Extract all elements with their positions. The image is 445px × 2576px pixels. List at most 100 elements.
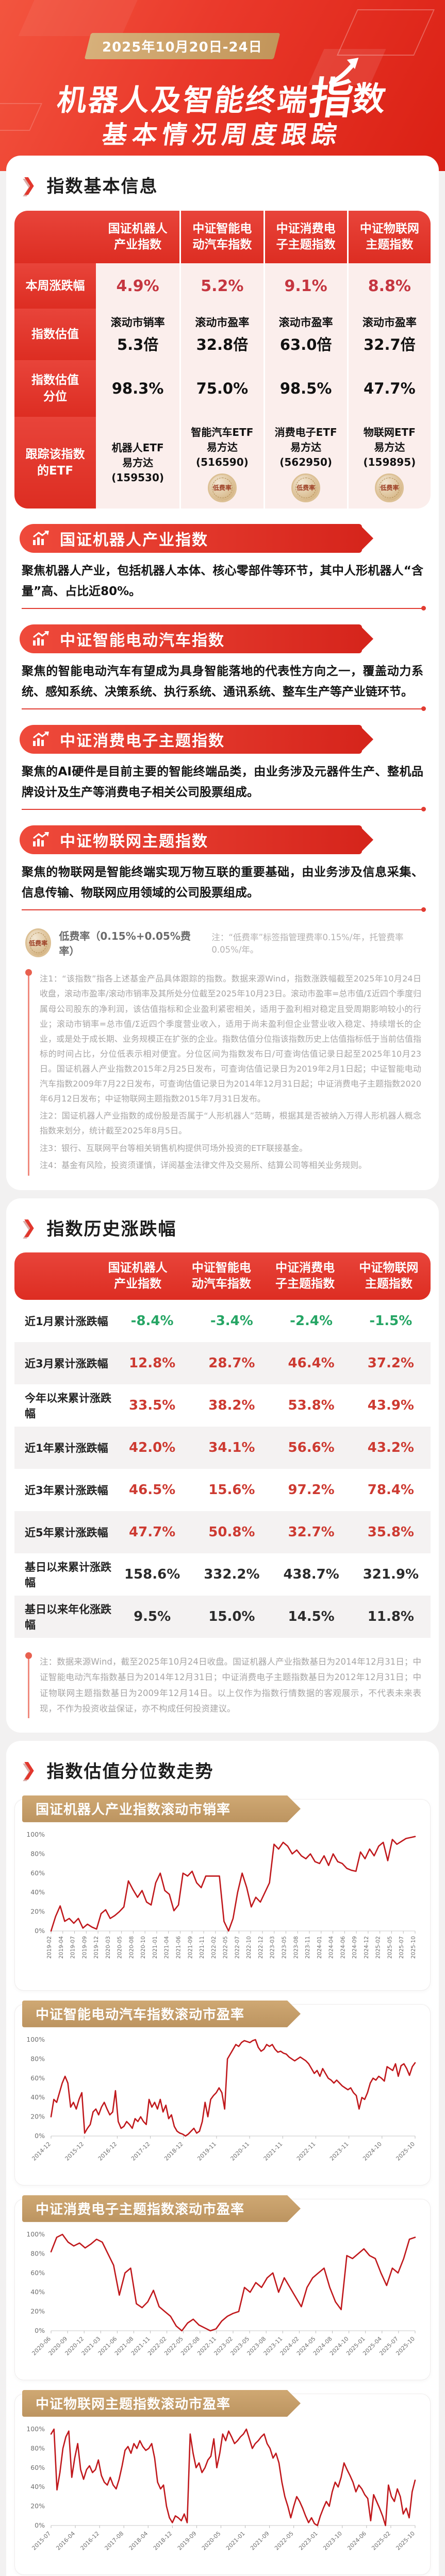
hero-background — [0, 0, 445, 171]
row-label-etf: 跟踪该指数 的ETF — [14, 417, 96, 509]
section-title-history: ❯ 指数历史涨跌幅 — [6, 1198, 439, 1243]
etf-name: 物联网ETF 易方达 (159895) — [363, 426, 416, 468]
section-title-text: 指数历史涨跌幅 — [46, 1218, 177, 1240]
chevron-icon: ❯ — [22, 174, 37, 195]
history-card: ❯ 指数历史涨跌幅 国证机器人 产业指数 中证智能电 动汽车指数 中证消费电 子主题… — [6, 1198, 439, 1733]
history-value: 32.7% — [288, 1524, 335, 1540]
x-axis-tick-label: 2023-01 — [298, 2530, 319, 2552]
history-value: 9.5% — [134, 1608, 171, 1624]
history-value: 15.6% — [208, 1482, 255, 1498]
y-axis-tick-label: 20% — [30, 2502, 45, 2510]
percentile-cell: 75.0% — [179, 360, 263, 417]
y-axis-tick-label: 80% — [30, 2444, 45, 2452]
basic-info-card: ❯ 指数基本信息 国证机器人 产业指数 中证智能电 动汽车指数 中证消费电 子主题指… — [6, 156, 439, 1190]
y-axis-tick-label: 100% — [26, 1831, 45, 1838]
valuation-cell: 滚动市销率 5.3倍 — [96, 309, 180, 360]
history-note: 注：数据来源Wind，截至2025年10月24日收盘。国证机器人产业指数基日为2… — [25, 1652, 421, 1718]
weekly-change-value: 4.9% — [116, 277, 159, 295]
index-column-header: 中证智能电 动汽车指数 — [179, 211, 263, 263]
valuation-metric-label: 滚动市盈率 — [195, 316, 250, 329]
chart-title-banner: 中证消费电子主题指数滚动市盈率 — [22, 2195, 301, 2222]
x-axis-tick-label: 2022-10 — [246, 1936, 252, 1959]
valuation-value: 32.7倍 — [364, 336, 416, 353]
x-axis-tick-label: 2024-10 — [361, 2141, 383, 2162]
low-fee-badge-icon: 低费率 — [25, 928, 52, 958]
chart-title-text: 中证物联网主题指数滚动市盈率 — [36, 2397, 231, 2413]
section-divider-line — [22, 807, 426, 812]
hero-title-line1: 机器人及智能终端指数 — [0, 58, 445, 124]
index-section-description: 聚焦的物联网是智能终端实现万物互联的重要基础，由业务涉及信息采集、信息传输、物联… — [22, 866, 423, 900]
low-fee-note: 注：“低费率”标签指管理费率0.15%/年，托管费率0.05%/年。 — [211, 933, 404, 955]
percentile-cell: 98.3% — [96, 360, 180, 417]
history-value: 43.2% — [367, 1439, 414, 1455]
index-section-title: 中证智能电动汽车指数 — [60, 632, 225, 650]
history-row-label: 近3年累计涨跌幅 — [25, 1484, 108, 1497]
y-axis-tick-label: 40% — [30, 1888, 45, 1896]
history-value: 158.6% — [124, 1566, 180, 1582]
weekly-change-value: 5.2% — [201, 277, 244, 295]
x-axis-tick-label: 2021-09 — [187, 1936, 193, 1959]
x-axis-tick-label: 2024-01 — [316, 1936, 322, 1959]
x-axis-tick-label: 2025-02 — [375, 1936, 381, 1959]
y-axis-tick-label: 0% — [35, 2327, 45, 2334]
x-axis-tick-label: 2022-11 — [295, 2141, 317, 2162]
x-axis-tick-label: 2024-06 — [340, 1936, 346, 1959]
index-section-title: 中证消费电子主题指数 — [60, 732, 225, 751]
index-section-description: 聚焦的AI硬件是目前主要的智能终端品类，由业务涉及元器件生产、整机品牌设计及生产… — [22, 765, 423, 799]
history-value: 15.0% — [208, 1608, 255, 1624]
x-axis-tick-label: 2023-05 — [281, 1936, 287, 1959]
x-axis-tick-label: 2019-07 — [70, 1936, 76, 1959]
chart-title-text: 中证消费电子主题指数滚动市盈率 — [36, 2202, 245, 2218]
date-badge-text: 2025年10月20日-24日 — [102, 40, 262, 55]
x-axis-tick-label: 2025-02 — [370, 2530, 392, 2552]
history-row-label: 基日以来累计涨跌幅 — [25, 1561, 111, 1589]
percentile-cell: 98.5% — [263, 360, 347, 417]
percentile-value: 98.3% — [111, 380, 164, 397]
history-row-label: 近1月累计涨跌幅 — [25, 1315, 108, 1328]
row-label-weekly-change: 本周涨跌幅 — [14, 263, 96, 309]
history-value: 332.2% — [204, 1566, 260, 1582]
x-axis-tick-label: 2019-09 — [81, 1936, 88, 1959]
y-axis-tick-label: 0% — [35, 2521, 45, 2529]
history-note-text: 注：数据来源Wind，截至2025年10月24日收盘。国证机器人产业指数基日为2… — [40, 1656, 421, 1714]
index-description-sections: 国证机器人产业指数 聚焦机器人产业，包括机器人本体、核心零部件等环节，其中人形机器… — [6, 524, 439, 912]
x-axis-tick-label: 2021-06 — [175, 1936, 182, 1959]
section-divider-line — [22, 907, 426, 912]
x-axis-tick-label: 2016-04 — [55, 2530, 76, 2552]
low-fee-badge-icon: 低费率 — [207, 473, 237, 502]
history-value: 42.0% — [129, 1439, 176, 1455]
table-corner-cell — [14, 211, 96, 263]
percentile-cell: 47.7% — [347, 360, 431, 417]
section-divider-line — [22, 606, 426, 611]
history-value: 47.7% — [129, 1524, 176, 1540]
valuation-metric-label: 滚动市盈率 — [278, 316, 333, 329]
index-column-header: 中证消费电 子主题指数 — [275, 1261, 335, 1291]
valuation-value: 63.0倍 — [279, 336, 332, 353]
chart-svg: 0%20%40%60%80%100%2015-07 2016-04 2016-12 2… — [26, 2425, 416, 2552]
y-axis-tick-label: 80% — [30, 1850, 45, 1857]
history-value: 53.8% — [288, 1397, 335, 1413]
index-section-banner: 国证机器人产业指数 — [20, 524, 373, 553]
valuation-chart-card: 中证消费电子主题指数滚动市盈率 0% 20% 40% 60% 80% 100% 2020-06… — [14, 2199, 431, 2380]
low-fee-legend: 低费率 低费率（0.15%+0.05%费率） 注：“低费率”标签指管理费率0.1… — [25, 928, 423, 958]
index-section-title: 中证物联网主题指数 — [60, 833, 208, 851]
chart-title-banner: 中证物联网主题指数滚动市盈率 — [22, 2390, 301, 2417]
trend-chart-icon — [33, 732, 49, 747]
index-column-header: 国证机器人 产业指数 — [96, 211, 180, 263]
valuation-value: 32.8倍 — [196, 336, 249, 353]
valuation-cell: 滚动市盈率 32.8倍 — [179, 309, 263, 360]
index-column-header: 中证消费电 子主题指数 — [263, 211, 347, 263]
history-row-label: 近3月累计涨跌幅 — [25, 1357, 108, 1370]
history-value: 33.5% — [129, 1397, 176, 1413]
history-table-header: 国证机器人 产业指数 中证智能电 动汽车指数 中证消费电 子主题指数 中证物联网 主题… — [14, 1252, 431, 1300]
x-axis-tick-label: 2025-10 — [410, 1936, 417, 1959]
valuation-chart-card: 国证机器人产业指数滚动市销率 0% 20% 40% 60% 80% 100% 2019-02 2… — [14, 1799, 431, 1991]
history-table-row: 基日以来累计涨跌幅 158.6% 332.2% 438.7% 321.9% — [14, 1553, 431, 1596]
date-badge: 2025年10月20日-24日 — [84, 33, 281, 59]
valuation-value: 5.3倍 — [117, 336, 159, 353]
hero-title-suffix: 数 — [350, 80, 388, 118]
x-axis-tick-label: 2021-09 — [249, 2530, 271, 2552]
trend-chart-icon — [33, 832, 49, 847]
low-fee-badge-icon: 低费率 — [375, 473, 404, 502]
etf-name: 智能汽车ETF 易方达 (516590) — [191, 426, 254, 468]
